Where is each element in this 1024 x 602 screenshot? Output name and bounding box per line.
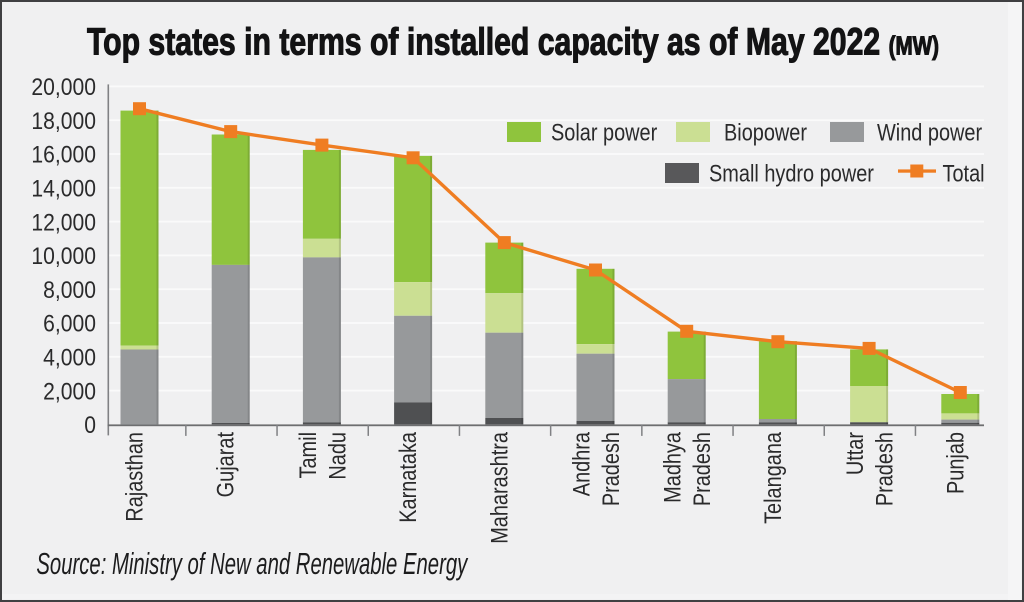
svg-text:2,000: 2,000 [43,378,96,405]
svg-text:Telangana: Telangana [759,431,786,524]
svg-text:Andhra: Andhra [568,431,595,496]
svg-text:Madhya: Madhya [659,431,686,503]
svg-text:Uttar: Uttar [841,432,868,475]
svg-text:20,000: 20,000 [31,74,96,101]
svg-text:12,000: 12,000 [31,209,96,236]
svg-text:Punjab: Punjab [942,432,969,494]
svg-text:16,000: 16,000 [31,141,96,168]
svg-text:Pradesh: Pradesh [597,432,624,506]
svg-text:8,000: 8,000 [43,277,96,304]
svg-text:Top states in terms of install: Top states in terms of installed capacit… [87,21,939,63]
svg-text:10,000: 10,000 [31,243,96,270]
svg-text:Tamil: Tamil [294,432,321,478]
svg-text:Pradesh: Pradesh [871,432,898,506]
svg-text:Gujarat: Gujarat [212,432,239,497]
svg-text:6,000: 6,000 [43,310,96,337]
svg-text:Karnataka: Karnataka [394,431,421,522]
svg-text:Source: Ministry of New and Re: Source: Ministry of New and Renewable En… [36,546,468,581]
svg-text:Solar power: Solar power [551,119,657,146]
svg-text:Total: Total [943,160,985,187]
svg-text:4,000: 4,000 [43,344,96,371]
svg-text:Nadu: Nadu [324,432,351,480]
svg-text:Small hydro power: Small hydro power [709,160,874,187]
svg-text:Maharashtra: Maharashtra [486,431,513,543]
svg-text:Pradesh: Pradesh [688,432,715,506]
svg-text:Wind power: Wind power [877,119,982,146]
svg-text:Biopower: Biopower [724,119,807,146]
svg-text:14,000: 14,000 [31,175,96,202]
svg-text:Rajasthan: Rajasthan [121,432,148,522]
svg-text:18,000: 18,000 [31,108,96,135]
svg-text:0: 0 [84,412,96,439]
